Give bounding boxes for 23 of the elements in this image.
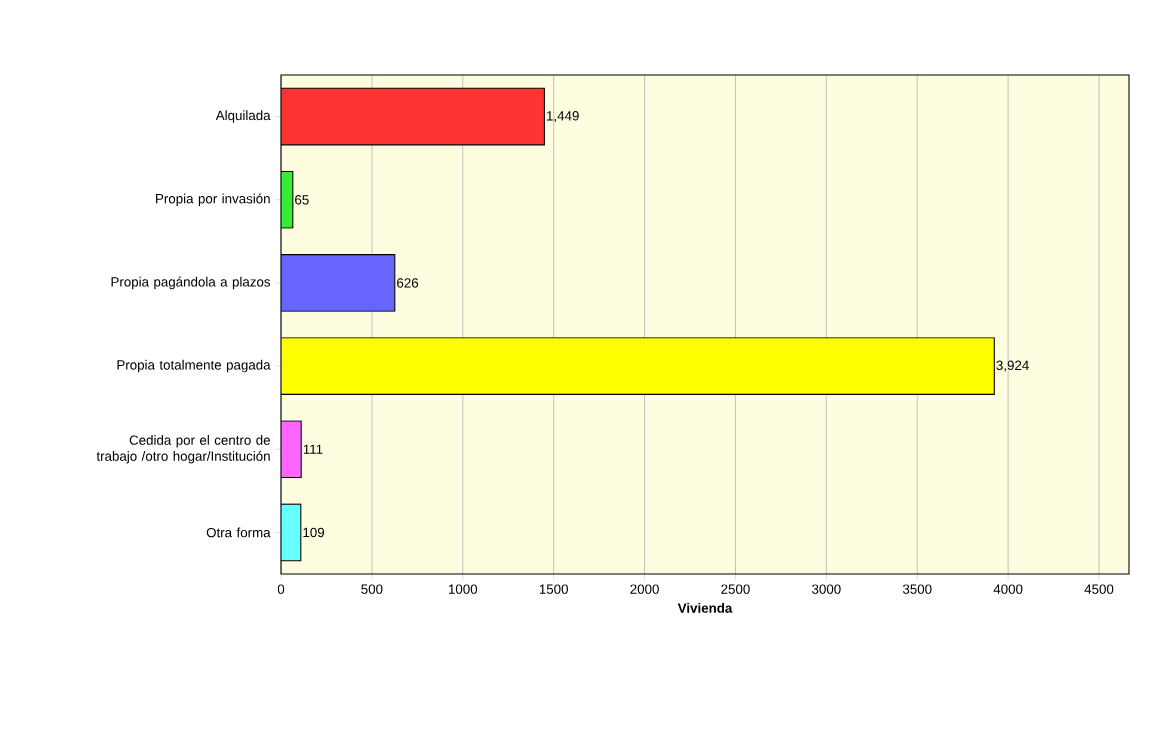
- data-label: 109: [303, 527, 325, 538]
- x-tick-label: 2000: [630, 584, 659, 594]
- data-label: 626: [397, 278, 419, 288]
- x-axis-title: Vivienda: [677, 603, 733, 613]
- y-tick-label: Propia por invasión: [156, 193, 270, 207]
- x-tick-label: 0: [277, 584, 285, 594]
- y-tick-label: Propia totalmente pagada: [117, 359, 271, 373]
- y-tick-label: Alquilada: [215, 110, 271, 123]
- data-label: 65: [295, 195, 309, 205]
- x-tick-label: 500: [361, 584, 383, 594]
- data-label: 3,924: [996, 360, 1029, 372]
- x-tick-label: 4500: [1084, 584, 1114, 594]
- x-tick-label: 3500: [902, 584, 932, 594]
- x-tick-label: 2500: [721, 584, 750, 594]
- data-label: 111: [303, 444, 323, 454]
- data-label: 1,449: [547, 111, 579, 123]
- x-tick-label: 1000: [448, 584, 478, 594]
- y-tick-label: Cedida por el centro de trabajo /otro hogar/Institución: [96, 435, 270, 464]
- y-tick-label: Propia pagándola a plazos: [111, 276, 271, 290]
- x-tick-label: 3000: [812, 584, 841, 594]
- x-tick-label: 1500: [539, 584, 568, 594]
- x-tick-label: 4000: [993, 584, 1023, 594]
- y-tick-label: Otra forma: [206, 527, 271, 538]
